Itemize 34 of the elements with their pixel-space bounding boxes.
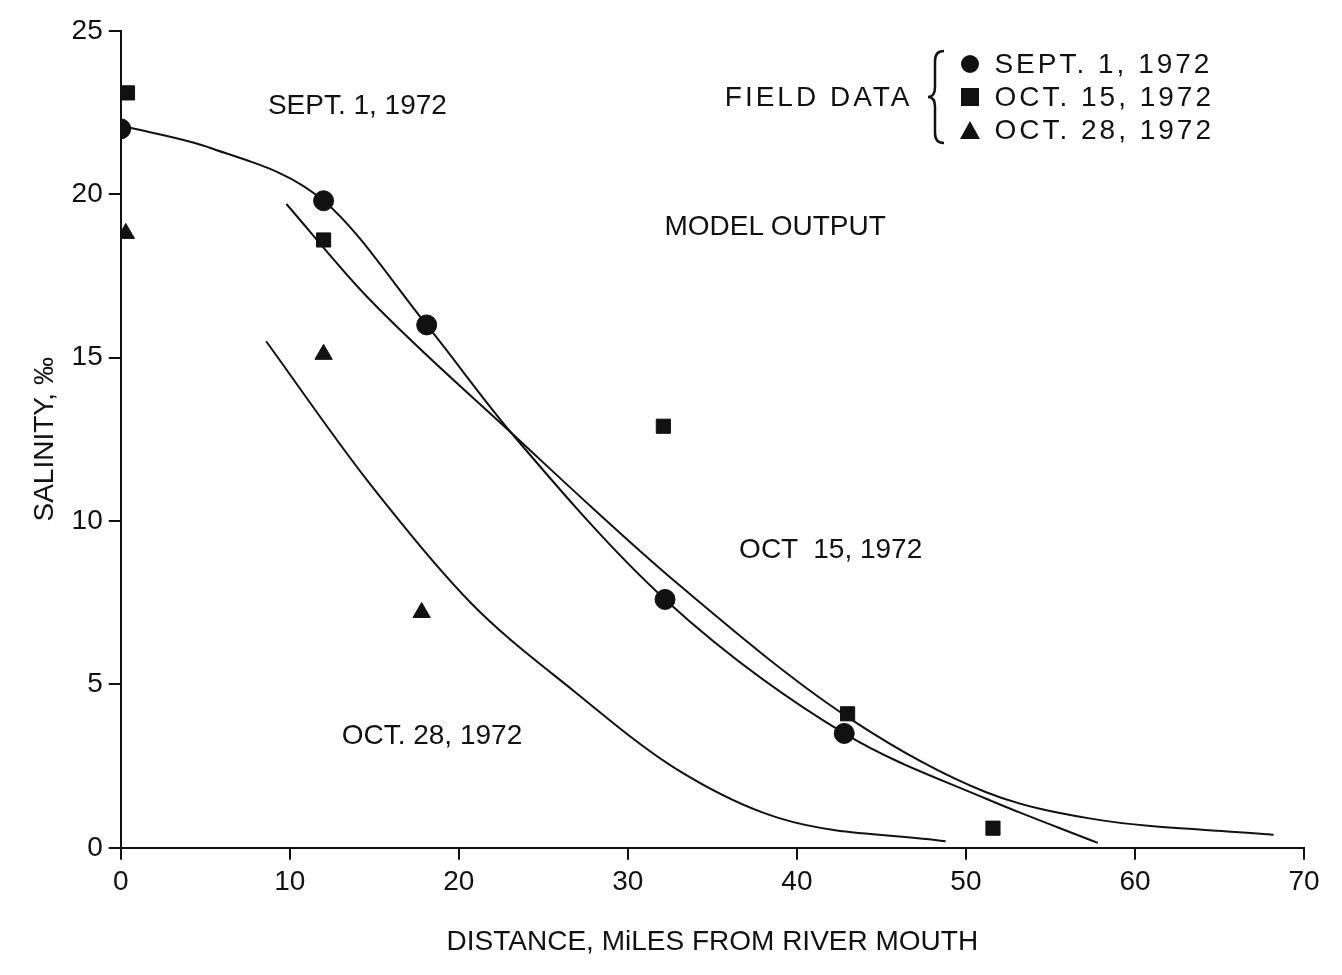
y-tick-label: 10 [71,503,103,535]
y-tick-label: 20 [71,176,103,208]
point [316,232,332,248]
x-tick-label: 20 [443,865,475,897]
y-tick-label: 5 [87,667,103,699]
point [416,314,438,336]
legend-label: OCT. 15, 1972 [994,81,1214,112]
x-axis-title: DISTANCE, MiLES FROM RIVER MOUTH [446,924,979,956]
x-tick-label: 40 [781,865,813,897]
y-tick-label: 25 [71,13,103,45]
x-tick-label: 10 [274,865,306,897]
legend-title: FIELD DATA [724,80,913,113]
annotation: OCT. 28, 1972 [341,719,523,751]
line-series [265,340,947,843]
x-tick-label: 60 [1119,865,1151,897]
legend-label: SEPT. 1, 1972 [994,48,1213,79]
point [833,722,855,744]
y-tick-label: 0 [87,830,103,862]
x-tick-label: 50 [950,865,982,897]
annotation: OCT 15, 1972 [739,533,923,565]
point [840,706,856,722]
point [655,418,671,434]
legend-label: OCT. 28, 1972 [994,114,1214,145]
x-tick-label: 30 [612,865,644,897]
y-tick-label: 15 [71,340,103,372]
point [120,85,136,101]
y-axis-title: SALINITY, ‰ [27,357,59,522]
point [654,588,676,610]
point [985,820,1001,836]
point [313,190,335,212]
x-tick-label: 0 [112,865,129,897]
annotation: MODEL OUTPUT [664,209,886,241]
x-tick-label: 70 [1288,865,1320,897]
annotation: SEPT. 1, 1972 [267,88,447,120]
